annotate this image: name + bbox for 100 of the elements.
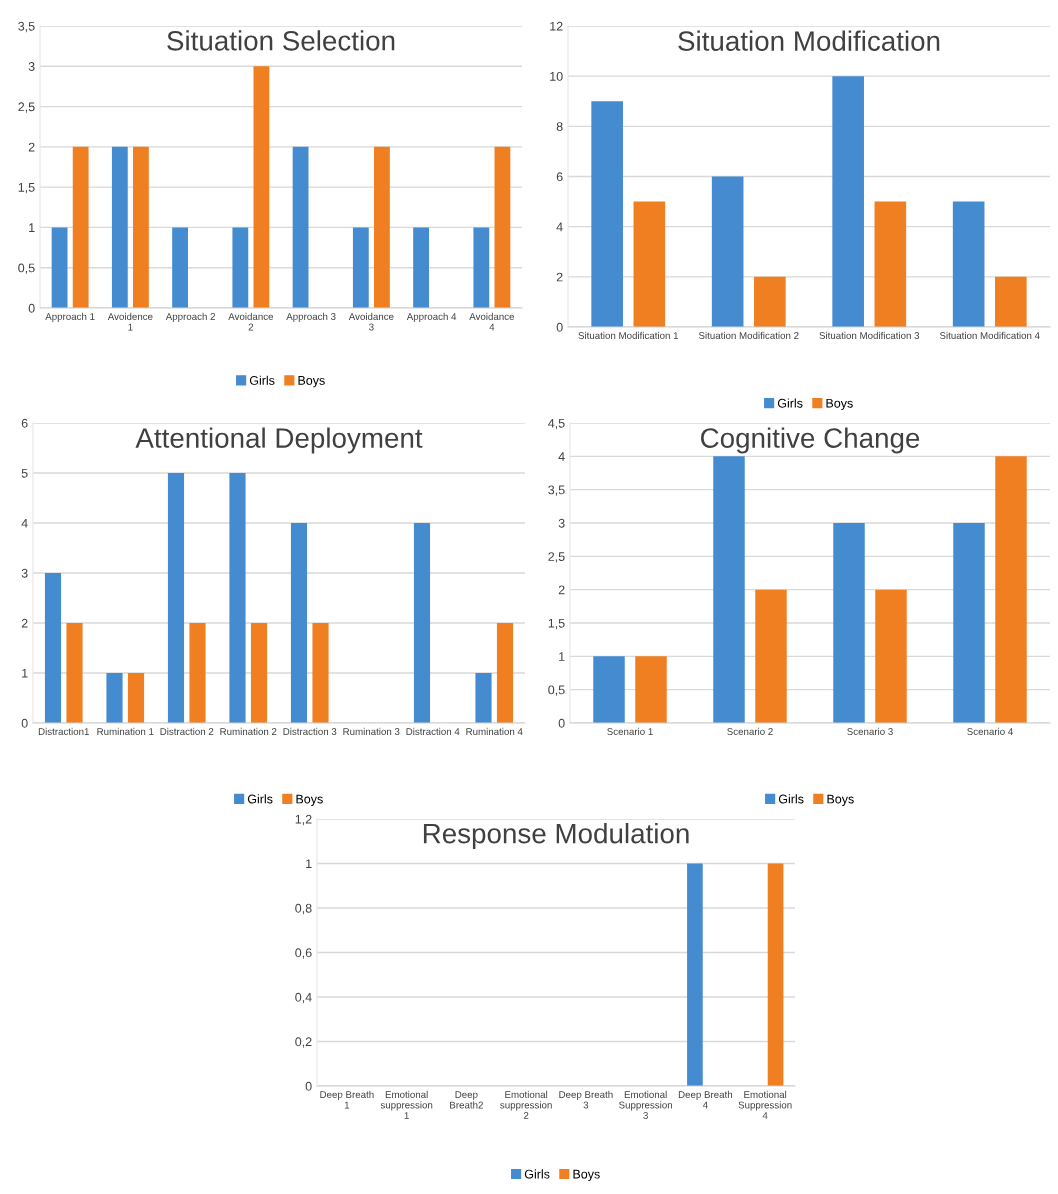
bar [995, 276, 1027, 327]
bar [713, 456, 745, 723]
chart-title: Cognitive Change [701, 427, 920, 454]
x-tick-label: Avoidance 2 [228, 312, 274, 331]
y-tick-label: 0,2 [295, 1037, 312, 1048]
y-tick-label: 2 [28, 142, 35, 152]
bar [167, 473, 185, 723]
y-tick-label: 0 [28, 303, 35, 313]
y-tick-label: 3 [28, 62, 35, 71]
x-tick-label: Distraction 2 [160, 727, 214, 735]
x-tick-label: Deep Breath 4 [678, 1090, 733, 1109]
bar [106, 673, 123, 723]
bar [833, 523, 865, 723]
x-tick-label: Approach 2 [165, 312, 215, 322]
bar [189, 623, 206, 723]
bar [754, 276, 786, 327]
y-tick-label: 1 [306, 859, 312, 869]
bar [874, 201, 907, 327]
x-tick-label: Situation Modification 3 [819, 331, 920, 339]
bar [755, 589, 787, 723]
bar [292, 146, 309, 308]
x-tick-label: Distraction 4 [406, 727, 460, 735]
legend-label: Girls [524, 1169, 550, 1179]
y-tick-label: 4 [556, 222, 563, 232]
y-tick-label: 1 [22, 668, 28, 678]
bar [413, 227, 429, 308]
bar [253, 66, 270, 308]
y-tick-label: 0,4 [295, 992, 312, 1004]
bar [51, 227, 68, 308]
x-tick-label: Approach 4 [406, 312, 457, 322]
bar [172, 227, 188, 308]
x-tick-label: Avoidance 3 [348, 312, 394, 331]
legend-label: Girls [247, 794, 273, 804]
y-tick-label: 8 [556, 122, 563, 131]
y-tick-label: 0,6 [295, 948, 312, 959]
x-tick-label: Emotional Suppression 3 [619, 1090, 673, 1119]
y-tick-label: 3 [558, 518, 565, 528]
legend-label: Boys [827, 794, 854, 806]
x-tick-label: Rumination 2 [220, 727, 277, 735]
y-tick-label: 0 [21, 718, 28, 728]
x-tick-label: Avoidance 4 [469, 312, 515, 331]
x-tick-label: Scenario 1 [607, 727, 653, 735]
y-tick-label: 3 [21, 568, 28, 578]
chart-title: Attentional Deployment [135, 427, 423, 454]
x-tick-label: Deep Breath2 [450, 1091, 483, 1109]
y-tick-label: 6 [556, 172, 563, 182]
y-tick-label: 2,5 [18, 102, 35, 113]
bar [475, 673, 492, 723]
bar [133, 146, 149, 308]
y-tick-label: 4,5 [548, 418, 565, 430]
x-tick-label: Rumination 3 [343, 727, 400, 735]
y-tick-label: 2 [558, 585, 565, 595]
bar [591, 101, 623, 327]
bar [952, 201, 985, 327]
bar [66, 623, 83, 723]
y-tick-label: 2,5 [548, 552, 565, 563]
y-tick-label: 1,2 [295, 814, 312, 826]
y-tick-label: 2 [556, 272, 563, 282]
bar [473, 227, 490, 308]
y-tick-label: 0,5 [548, 685, 565, 696]
x-tick-label: Situation Modification 4 [939, 331, 1040, 339]
legend-label: Boys [298, 376, 325, 388]
y-tick-label: 10 [550, 71, 563, 81]
legend-label: Boys [826, 398, 853, 411]
x-tick-label: Emotional suppression 2 [500, 1090, 552, 1119]
bar [232, 227, 249, 308]
chart-title: Situation Selection [167, 30, 395, 51]
y-tick-label: 5 [21, 468, 28, 478]
x-tick-label: Scenario 4 [967, 727, 1013, 735]
x-tick-label: Scenario 2 [727, 727, 773, 735]
x-tick-label: Rumination 4 [466, 727, 523, 735]
x-tick-label: Situation Modification 2 [698, 331, 799, 339]
x-tick-label: Scenario 3 [847, 727, 893, 735]
bar [72, 146, 89, 308]
bar [635, 656, 667, 723]
bar [875, 589, 907, 723]
bar [250, 623, 268, 723]
y-tick-label: 0 [305, 1081, 312, 1091]
legend-label: Boys [296, 794, 323, 806]
y-tick-label: 3,5 [548, 485, 565, 496]
bar [127, 673, 145, 723]
bar [832, 76, 864, 327]
y-tick-label: 12 [550, 21, 563, 31]
y-tick-label: 1 [559, 652, 565, 661]
x-tick-label: Approach 1 [45, 312, 95, 322]
bar [290, 523, 308, 723]
x-tick-label: Rumination 1 [97, 727, 154, 735]
x-tick-label: Approach 3 [286, 312, 336, 322]
x-tick-label: Avoidence 1 [107, 312, 153, 331]
y-tick-label: 4 [558, 452, 565, 461]
x-tick-label: Deep Breath 3 [559, 1090, 613, 1109]
y-tick-label: 6 [21, 418, 28, 428]
bar [995, 456, 1027, 723]
legend-label: Girls [249, 375, 275, 385]
y-tick-label: 1,5 [18, 183, 35, 194]
bar [413, 523, 431, 723]
y-tick-label: 1,5 [548, 618, 565, 630]
bar [496, 623, 514, 723]
x-tick-label: Emotional suppression 1 [380, 1090, 433, 1119]
x-tick-label: Distraction 3 [283, 727, 337, 735]
